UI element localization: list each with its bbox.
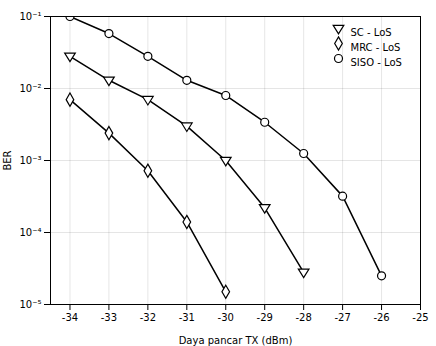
svg-text:10⁻⁴: 10⁻⁴ xyxy=(19,227,41,238)
svg-text:-32: -32 xyxy=(140,312,156,323)
svg-text:BER: BER xyxy=(2,150,13,170)
svg-text:MRC - LoS: MRC - LoS xyxy=(351,42,401,53)
svg-text:-30: -30 xyxy=(218,312,234,323)
svg-text:10⁻³: 10⁻³ xyxy=(19,155,41,166)
svg-text:SC - LoS: SC - LoS xyxy=(351,27,392,38)
svg-text:-34: -34 xyxy=(62,312,78,323)
svg-text:-26: -26 xyxy=(373,312,389,323)
svg-text:10⁻⁵: 10⁻⁵ xyxy=(19,299,41,310)
svg-text:-33: -33 xyxy=(101,312,117,323)
svg-text:-29: -29 xyxy=(257,312,273,323)
svg-text:10⁻¹: 10⁻¹ xyxy=(19,11,41,22)
svg-text:Daya pancar TX (dBm): Daya pancar TX (dBm) xyxy=(179,335,293,346)
svg-text:SISO - LoS: SISO - LoS xyxy=(351,57,402,68)
svg-text:-27: -27 xyxy=(334,312,350,323)
svg-text:10⁻²: 10⁻² xyxy=(19,83,41,94)
svg-text:-28: -28 xyxy=(295,312,311,323)
svg-text:-31: -31 xyxy=(179,312,195,323)
svg-text:-25: -25 xyxy=(412,312,428,323)
